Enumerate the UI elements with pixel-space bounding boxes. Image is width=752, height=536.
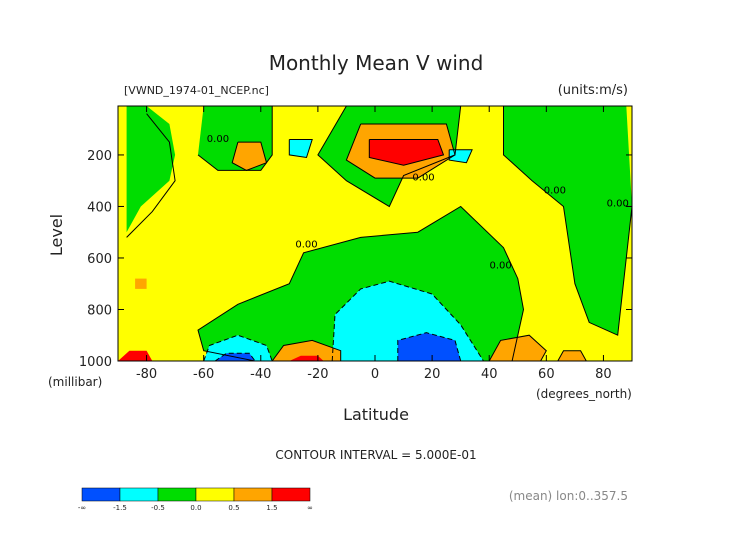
region-band-15 <box>289 355 324 361</box>
x-tick-label: -60 <box>193 367 214 382</box>
contour-label-0: 0.00 <box>207 134 229 145</box>
contour-10 <box>448 149 473 164</box>
contour-lines <box>126 105 633 362</box>
plot-area: 0.00 0.00 0.00 0.00 0.00 0.00 <box>117 105 633 362</box>
y-axis-unit: (millibar) <box>48 375 102 389</box>
contour-8 <box>231 141 268 171</box>
x-tick-label: 40 <box>481 367 498 382</box>
region-band-16 <box>489 335 547 361</box>
x-tick-label: 20 <box>424 367 441 382</box>
colorbar-label: ∞ <box>307 504 313 512</box>
contour-label-2: 0.00 <box>544 186 566 197</box>
region-band-14 <box>272 340 341 361</box>
contour-5 <box>197 205 525 362</box>
colorbar-label: 0.5 <box>228 504 239 512</box>
colorbar-label: -∞ <box>78 504 86 512</box>
mean-label: (mean) lon:0..357.5 <box>509 489 628 503</box>
contour-interval: CONTOUR INTERVAL = 5.000E-01 <box>275 448 476 462</box>
contour-labels: 0.00 0.00 0.00 0.00 0.00 0.00 <box>207 134 629 271</box>
x-axis-label: Latitude <box>343 405 409 424</box>
y-tick-label: 1000 <box>79 355 112 370</box>
contour-6 <box>345 123 456 179</box>
contour-9 <box>288 139 313 159</box>
contour-1 <box>126 113 176 238</box>
x-tick-label: -80 <box>136 367 157 382</box>
contour-7 <box>368 139 445 166</box>
x-axis-unit: (degrees_north) <box>536 387 632 401</box>
y-tick-label: 800 <box>87 303 112 318</box>
contour-14 <box>214 352 256 362</box>
region-band-18 <box>118 350 153 361</box>
colorbar-swatch <box>157 487 197 502</box>
y-tick-label: 600 <box>87 252 112 267</box>
contour-16 <box>488 334 547 362</box>
filled-regions <box>118 106 632 361</box>
region-band-11 <box>397 332 461 361</box>
x-tick-label: 0 <box>371 367 379 382</box>
region-band-0 <box>126 106 176 233</box>
region-band-7 <box>232 142 267 171</box>
contour-12 <box>397 332 462 362</box>
region-band-6 <box>369 139 444 166</box>
contour-4 <box>503 106 633 336</box>
colorbar-swatch <box>195 487 235 502</box>
contour-17 <box>557 350 587 362</box>
contour-label-4: 0.00 <box>295 240 317 251</box>
y-axis-label: Level <box>47 214 66 256</box>
colorbar-swatch <box>119 487 159 502</box>
region-band-17 <box>557 350 587 361</box>
region-band-3 <box>503 106 632 336</box>
contour-label-5: 0.00 <box>490 260 512 271</box>
file-label: [VWND_1974-01_NCEP.nc] <box>124 84 269 97</box>
contour-label-1: 0.00 <box>412 173 434 184</box>
units-label: (units:m/s) <box>558 83 628 98</box>
y-tick-label: 200 <box>87 149 112 164</box>
contour-11 <box>331 280 484 362</box>
colorbar-swatch <box>271 487 311 502</box>
x-tick-label: -20 <box>307 367 328 382</box>
region-band-19 <box>135 278 147 289</box>
y-axis: 200 400 600 800 1000 <box>79 149 632 370</box>
colorbar-swatch <box>81 487 121 502</box>
colorbar-label: 1.5 <box>266 504 277 512</box>
x-tick-label: -40 <box>250 367 271 382</box>
x-tick-label: 60 <box>538 367 555 382</box>
contour-2 <box>197 106 273 171</box>
colorbar-swatch <box>233 487 273 502</box>
x-axis: -80 -60 -40 -20 0 20 40 60 80 <box>136 106 612 382</box>
colorbar: -∞ -1.5 -0.5 0.0 0.5 1.5 ∞ <box>78 487 313 512</box>
y-tick-label: 400 <box>87 200 112 215</box>
contour-13 <box>203 334 273 362</box>
contour-label-3: 0.00 <box>607 198 629 209</box>
colorbar-label: -0.5 <box>151 504 165 512</box>
colorbar-label: 0.0 <box>190 504 201 512</box>
contour-15 <box>271 339 342 362</box>
chart-title: Monthly Mean V wind <box>269 51 484 75</box>
x-tick-label: 80 <box>595 367 612 382</box>
colorbar-label: -1.5 <box>113 504 127 512</box>
region-band-8 <box>289 139 313 158</box>
